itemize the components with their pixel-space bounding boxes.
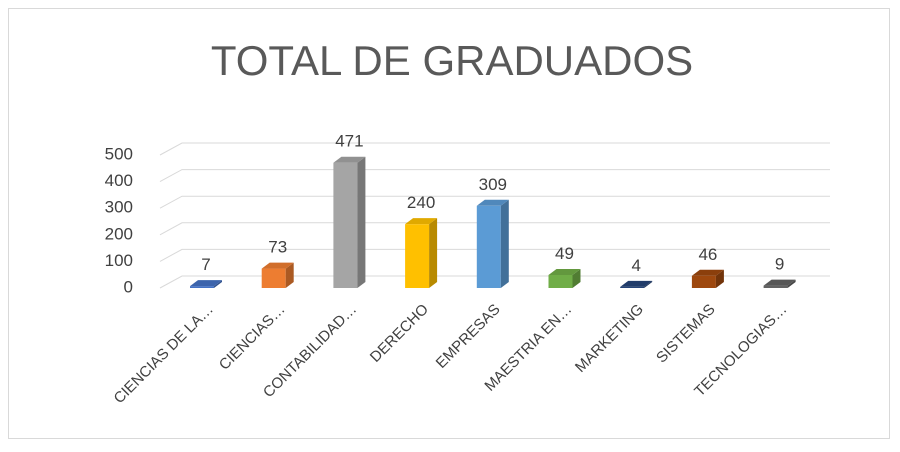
value-label: 7 [201, 255, 210, 274]
bar-front [691, 275, 716, 288]
value-label: 471 [335, 132, 363, 151]
bar [763, 279, 796, 288]
bar [548, 268, 581, 288]
bar [261, 262, 294, 288]
value-label: 73 [268, 238, 287, 257]
y-tick-label: 400 [105, 171, 133, 190]
y-tick-label: 100 [105, 251, 133, 270]
bar-top [691, 269, 724, 276]
bar-front [620, 286, 645, 288]
bar-top [548, 268, 581, 275]
grid-line [159, 142, 830, 156]
bar [405, 218, 438, 288]
bar-side [285, 262, 294, 288]
bar-top [620, 280, 653, 287]
chart-border [8, 8, 890, 439]
value-label: 240 [407, 193, 435, 212]
bar-top [333, 156, 366, 163]
bar [190, 280, 222, 288]
grid-line [159, 248, 830, 262]
bar-front [261, 268, 286, 288]
bar-top [190, 280, 222, 287]
grid-line [159, 222, 830, 236]
y-tick-label: 0 [124, 277, 133, 296]
bar-top [261, 262, 294, 269]
bar-top [405, 218, 438, 225]
bar-top [476, 199, 509, 206]
grid-line [159, 195, 830, 209]
bar-side [715, 269, 724, 288]
bar-side [429, 218, 438, 288]
bar-front [333, 162, 358, 288]
bar-side [357, 156, 366, 288]
y-tick-label: 300 [105, 198, 133, 217]
chart-title: TOTAL DE GRADUADOS [211, 37, 693, 84]
grid-line [159, 169, 830, 183]
bar-front [763, 285, 788, 288]
bar-side [644, 280, 653, 288]
grid-line [159, 275, 830, 289]
y-tick-label: 200 [105, 224, 133, 243]
bar-front [405, 224, 430, 288]
bar [476, 199, 509, 288]
value-label: 49 [555, 244, 574, 263]
bar-side [572, 268, 581, 288]
bar-top [763, 279, 796, 286]
bar-front [476, 205, 501, 288]
y-tick-label: 500 [105, 144, 133, 163]
bar [691, 269, 724, 288]
bar [333, 156, 366, 288]
value-label: 46 [698, 245, 717, 264]
bar-side [787, 279, 796, 288]
bar [620, 280, 653, 288]
bar-front [190, 286, 214, 288]
value-label: 9 [775, 255, 784, 274]
bar-front [548, 274, 573, 288]
bar-side [500, 199, 509, 288]
value-label: 309 [479, 175, 507, 194]
bar-side [214, 280, 222, 288]
value-label: 4 [631, 256, 640, 275]
